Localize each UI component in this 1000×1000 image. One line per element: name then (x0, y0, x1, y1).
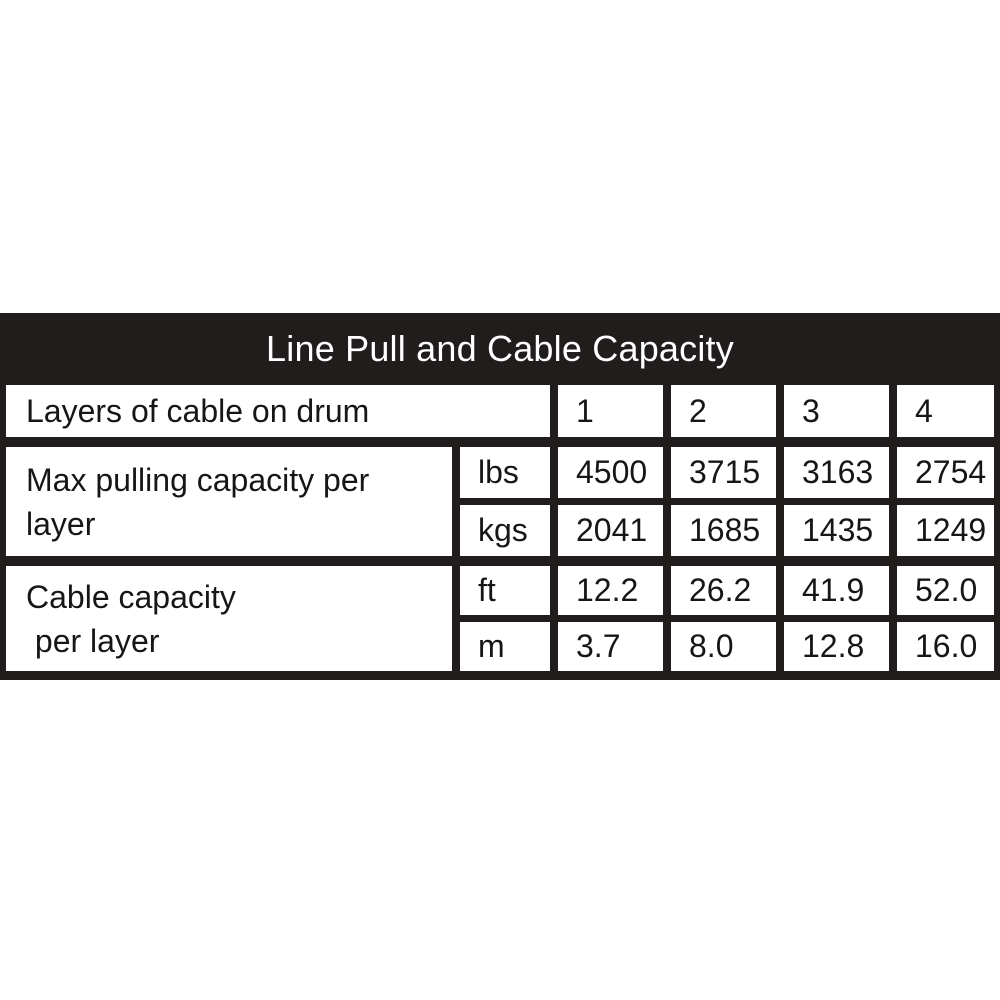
table-title: Line Pull and Cable Capacity (266, 328, 734, 369)
cable-capacity-ft-value-1: 12.2 (558, 566, 663, 615)
max-pull-lbs-value-2: 3715 (671, 447, 776, 498)
table-grid: Layers of cable on drum 1 2 3 4 Max pull… (6, 385, 994, 671)
cable-capacity-m-value-1: 3.7 (558, 622, 663, 671)
layers-value-4: 4 (897, 385, 994, 437)
cable-capacity-ft-value-2: 26.2 (671, 566, 776, 615)
line-pull-capacity-table: Line Pull and Cable Capacity Layers of c… (0, 313, 1000, 680)
max-pull-label: Max pulling capacity per layer (6, 447, 452, 556)
layers-row-label: Layers of cable on drum (6, 385, 550, 437)
max-pull-kgs-unit: kgs (460, 505, 550, 556)
max-pull-lbs-unit: lbs (460, 447, 550, 498)
layers-value-2: 2 (671, 385, 776, 437)
cable-capacity-m-value-3: 12.8 (784, 622, 889, 671)
max-pull-kgs-value-1: 2041 (558, 505, 663, 556)
cable-capacity-label: Cable capacity per layer (6, 566, 452, 671)
max-pull-lbs-value-4: 2754 (897, 447, 994, 498)
layers-value-1: 1 (558, 385, 663, 437)
max-pull-lbs-value-3: 3163 (784, 447, 889, 498)
cable-capacity-ft-value-3: 41.9 (784, 566, 889, 615)
max-pull-kgs-value-3: 1435 (784, 505, 889, 556)
cable-capacity-m-value-4: 16.0 (897, 622, 994, 671)
cable-capacity-ft-unit: ft (460, 566, 550, 615)
max-pull-lbs-value-1: 4500 (558, 447, 663, 498)
max-pull-kgs-value-2: 1685 (671, 505, 776, 556)
cable-capacity-ft-value-4: 52.0 (897, 566, 994, 615)
layers-value-3: 3 (784, 385, 889, 437)
max-pull-kgs-value-4: 1249 (897, 505, 994, 556)
cable-capacity-m-value-2: 8.0 (671, 622, 776, 671)
cable-capacity-m-unit: m (460, 622, 550, 671)
